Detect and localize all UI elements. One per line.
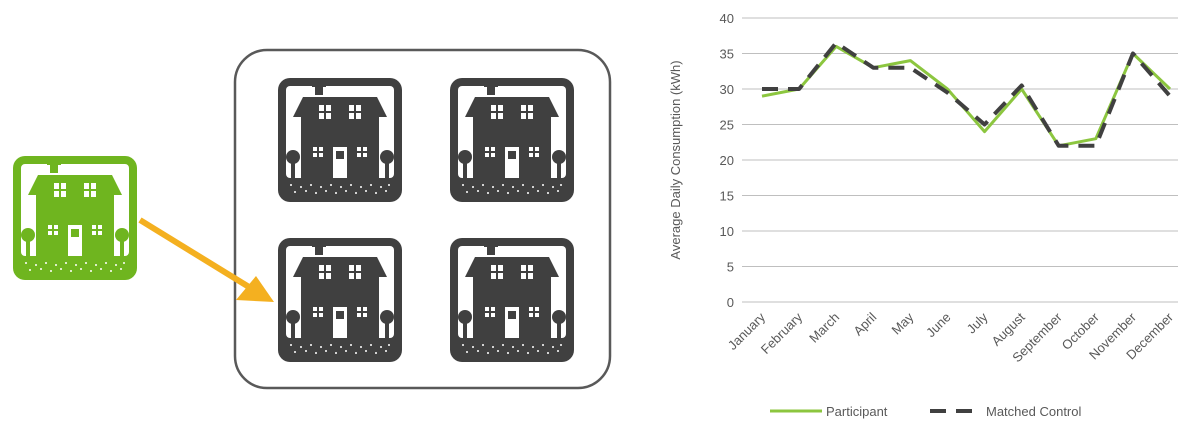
x-tick-label: April	[850, 309, 879, 338]
series-line	[762, 40, 1172, 148]
x-tick-label: June	[923, 310, 954, 341]
y-tick-label: 40	[720, 11, 734, 26]
y-tick-label: 15	[720, 189, 734, 204]
control-house	[450, 78, 574, 202]
y-tick-label: 35	[720, 47, 734, 62]
x-tick-label: February	[758, 309, 806, 357]
y-tick-label: 5	[727, 260, 734, 275]
control-house	[450, 238, 574, 362]
y-axis-label: Average Daily Consumption (kWh)	[668, 60, 683, 259]
match-arrow	[138, 217, 264, 298]
series-line	[761, 44, 1172, 148]
y-tick-label: 25	[720, 118, 734, 133]
x-tick-label: May	[889, 309, 917, 337]
control-house	[278, 238, 402, 362]
y-tick-label: 30	[720, 82, 734, 97]
y-tick-label: 10	[720, 224, 734, 239]
y-tick-label: 0	[727, 295, 734, 310]
x-tick-label: March	[806, 310, 842, 346]
participant-house	[13, 156, 137, 280]
x-tick-label: July	[964, 309, 991, 336]
y-tick-label: 20	[720, 153, 734, 168]
control-house	[278, 78, 402, 202]
legend-label: Matched Control	[986, 404, 1081, 419]
control-group-frame	[233, 48, 612, 390]
legend-label: Participant	[826, 404, 888, 419]
match-arrowhead	[236, 276, 274, 302]
